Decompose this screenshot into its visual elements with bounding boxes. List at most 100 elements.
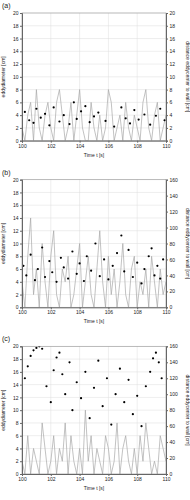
panel: 1001021041061081100246810121416182002040… [0, 335, 190, 491]
tick: 14 [13, 48, 22, 54]
data-point [27, 365, 29, 367]
y-axis: 02468101214161820 [13, 10, 23, 144]
grid-line [22, 76, 166, 77]
tick-label: 2 [16, 292, 19, 298]
data-point [93, 115, 95, 117]
grid [22, 346, 166, 474]
y2-axis: 02468101214161820 [166, 10, 175, 144]
data-point [89, 121, 91, 123]
tick-label: 16 [13, 202, 19, 208]
grid [22, 13, 166, 141]
tick-label: 18 [13, 356, 19, 362]
tick: 100 [166, 225, 178, 231]
tick-mark [166, 291, 168, 292]
tick-label: 16 [13, 369, 19, 375]
tick: 2 [166, 125, 173, 131]
grid [22, 180, 166, 308]
grid-line [22, 230, 166, 231]
axis-line [23, 308, 167, 310]
data-line [22, 410, 166, 474]
tick: 0 [16, 138, 22, 144]
tick: 12 [13, 61, 22, 67]
tick-label: 100 [18, 309, 27, 315]
data-point [136, 262, 138, 264]
tick-label: 100 [18, 143, 27, 149]
grid-line [22, 217, 166, 218]
data-point [28, 119, 30, 121]
x-axis-label: Time t [s] [84, 485, 105, 491]
tick: 20 [166, 10, 175, 16]
grid-line [137, 346, 138, 474]
data-point [25, 274, 27, 276]
tick-label: 108 [134, 143, 143, 149]
tick-label: 16 [170, 36, 176, 42]
tick-mark [166, 141, 168, 142]
axis-line [20, 180, 23, 308]
tick-label: 120 [170, 209, 179, 215]
data-point [155, 352, 157, 354]
tick-mark [20, 397, 22, 398]
tick-mark [20, 102, 22, 103]
tick-label: 0 [170, 471, 173, 477]
grid-line [22, 256, 166, 257]
data-point [48, 260, 50, 262]
data-point [116, 252, 118, 254]
axis-line [167, 180, 169, 308]
tick-label: 12 [13, 228, 19, 234]
data-point [106, 377, 108, 379]
data-point [60, 257, 62, 259]
grid-line [108, 346, 109, 474]
tick: 102 [47, 474, 56, 482]
tick-mark [166, 64, 168, 65]
data-point [107, 278, 109, 280]
grid-line [50, 13, 51, 141]
tick: 10 [13, 74, 22, 80]
tick: 8 [16, 420, 22, 426]
data-point [129, 122, 131, 124]
data-point [84, 371, 86, 373]
tick-label: 100 [18, 476, 27, 482]
tick: 12 [13, 395, 22, 401]
tick-mark [20, 269, 22, 270]
tick-label: 0 [16, 138, 19, 144]
tick: 4 [16, 279, 22, 285]
data-point [158, 361, 160, 363]
grid-line [50, 346, 51, 474]
tick-mark [20, 410, 22, 411]
tick: 0 [166, 471, 173, 477]
data-point [53, 106, 55, 108]
tick-label: 140 [170, 359, 179, 365]
grid-line [22, 422, 166, 423]
data-point [94, 242, 96, 244]
tick-label: 60 [170, 257, 176, 263]
tick: 100 [18, 307, 27, 315]
tick-mark [166, 474, 168, 475]
data-point [138, 119, 140, 121]
data-point [80, 110, 82, 112]
tick-label: 160 [170, 177, 179, 183]
tick: 160 [166, 343, 178, 349]
data-point [76, 273, 78, 275]
grid-line [108, 13, 109, 141]
tick-label: 100 [170, 225, 179, 231]
tick-mark [20, 64, 22, 65]
data-point [120, 106, 122, 108]
data-point [127, 379, 129, 381]
data-point [93, 387, 95, 389]
tick-label: 8 [170, 87, 173, 93]
data-point [35, 108, 37, 110]
tick-label: 20 [13, 177, 19, 183]
tick-mark [20, 346, 22, 347]
tick-label: 18 [170, 23, 176, 29]
data-point [34, 279, 36, 281]
data-point [149, 371, 151, 373]
plot-frame [22, 346, 166, 474]
tick: 12 [166, 61, 175, 67]
data-point [163, 119, 165, 121]
data-point [61, 373, 63, 375]
grid-line [22, 397, 166, 398]
tick-label: 104 [76, 476, 85, 482]
tick: 140 [166, 359, 178, 365]
tick: 120 [166, 209, 178, 215]
grid-line [50, 180, 51, 308]
